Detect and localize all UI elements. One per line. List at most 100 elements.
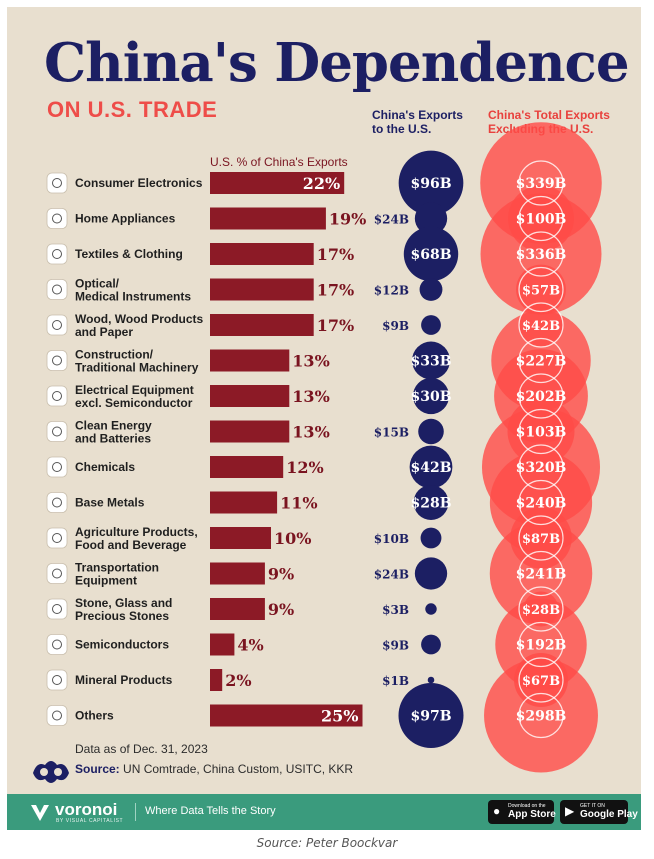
us-exports-circle	[427, 676, 435, 684]
tagline: Where Data Tells the Story	[145, 805, 276, 817]
sofa-icon-glyph	[52, 213, 62, 224]
total-label-ring	[518, 195, 564, 242]
us-exports-label: $68B	[410, 247, 451, 263]
google-play-label: Google Play	[580, 809, 638, 820]
total-exports-circle	[489, 522, 593, 625]
total-exports-label: $103B	[516, 425, 567, 441]
wheat-can-icon-glyph	[52, 533, 62, 543]
google-play-small-text: GET IT ON	[580, 803, 605, 809]
pct-label: 2%	[225, 671, 251, 690]
category-label-line: Base Metals	[75, 496, 145, 510]
crane-icon	[46, 350, 68, 371]
tv-icon-glyph	[52, 178, 62, 188]
us-exports-label: $15B	[374, 426, 409, 440]
category-label-line: Equipment	[75, 574, 137, 588]
atom-icon-glyph	[52, 462, 62, 472]
total-exports-label: $339B	[516, 176, 567, 192]
category-label: Chemicals	[75, 460, 135, 474]
us-exports-circle	[403, 226, 459, 282]
us-exports-circle	[398, 682, 464, 749]
pct-label: 11%	[280, 494, 317, 513]
pct-label: 12%	[286, 458, 323, 477]
total-exports-label: $42B	[522, 319, 560, 334]
total-exports-circle	[516, 264, 566, 315]
pct-label: 17%	[317, 281, 354, 300]
category-label-line: Home Appliances	[75, 212, 176, 226]
total-exports-label: $28B	[522, 603, 560, 618]
category-label-line: Chemicals	[75, 460, 135, 474]
total-exports-label: $87B	[522, 532, 560, 547]
us-exports-label: $9B	[382, 639, 409, 653]
app-store-button[interactable]: ● Download on the App Store	[488, 800, 556, 824]
total-exports-label: $100B	[516, 212, 567, 228]
logs-icon-glyph	[52, 320, 62, 330]
total-label-ring	[518, 302, 564, 348]
category-label-line: Traditional Machinery	[75, 361, 199, 375]
pct-label: 25%	[321, 707, 358, 726]
total-exports-label: $67B	[522, 674, 560, 689]
category-label: Stone, Glass and Precious Stones	[75, 596, 172, 623]
voronoi-brand[interactable]: voronoi	[55, 800, 118, 819]
pct-bar	[210, 562, 265, 585]
window-icon	[46, 598, 68, 620]
us-exports-label: $9B	[382, 319, 409, 333]
pct-bar	[210, 385, 290, 407]
us-exports-label: $24B	[374, 568, 409, 582]
category-label-line: Construction/	[75, 348, 154, 362]
total-exports-label: $240B	[516, 496, 567, 512]
app-store-label: App Store	[508, 809, 556, 820]
battery-icon-glyph	[52, 426, 62, 437]
us-exports-circle	[413, 485, 449, 520]
us-exports-label: $42B	[410, 460, 451, 476]
total-label-ring	[518, 586, 564, 632]
pct-bar	[210, 207, 326, 230]
category-label: Electrical Equipment excl. Semiconductor	[75, 383, 194, 410]
category-label: Textiles & Clothing	[75, 247, 183, 261]
logs-icon	[46, 314, 68, 336]
pct-label: 19%	[329, 210, 366, 229]
category-label-line: Consumer Electronics	[75, 176, 203, 190]
category-label-line: Transportation	[75, 561, 159, 575]
page-subtitle: ON U.S. TRADE	[47, 97, 218, 122]
pct-bar	[210, 278, 314, 301]
total-exports-label: $298B	[516, 709, 567, 725]
circuit-icon-glyph	[52, 391, 62, 401]
us-exports-label: $3B	[382, 603, 409, 617]
total-exports-circles	[480, 122, 602, 773]
category-label: Consumer Electronics	[75, 176, 203, 190]
pct-label: 13%	[292, 423, 329, 442]
pct-label: 22%	[303, 174, 340, 193]
us-exports-label: $12B	[374, 284, 409, 298]
us-exports-circle	[412, 377, 450, 415]
us-exports-label: $28B	[410, 496, 451, 512]
google-play-button[interactable]: ▶ GET IT ON Google Play	[560, 800, 638, 824]
category-label-line: Semiconductors	[75, 638, 169, 652]
total-label-ring	[518, 692, 564, 739]
us-exports-circle	[414, 557, 448, 590]
us-exports-circle	[419, 278, 443, 301]
us-exports-label: $97B	[410, 709, 451, 725]
category-label: Construction/Traditional Machinery	[75, 348, 199, 375]
total-label-ring	[518, 231, 564, 277]
total-header-line-1: China's Total Exports	[488, 108, 610, 122]
pct-label: 13%	[292, 387, 329, 406]
category-label-line: Electrical Equipment	[75, 383, 194, 397]
us-exports-circle	[398, 150, 464, 216]
pct-label: 9%	[268, 600, 294, 619]
category-label-line: Optical/	[75, 277, 120, 291]
category-label: Base Metals	[75, 496, 145, 510]
pct-bar	[210, 243, 314, 265]
category-rows: Consumer Electronics 22% $96B $339B Home App…	[46, 160, 567, 739]
category-label: Semiconductors	[75, 638, 169, 652]
pct-bar	[210, 598, 265, 620]
infographic-poster: China's Dependence ON U.S. TRADE China's…	[7, 7, 641, 830]
us-exports-circle	[412, 341, 450, 380]
exports-header-line-2: to the U.S.	[372, 122, 432, 136]
us-exports-label: $1B	[382, 674, 409, 688]
us-exports-circle	[425, 603, 437, 615]
atom-icon	[46, 456, 68, 478]
pct-bar	[210, 633, 235, 656]
pct-bar	[210, 314, 314, 336]
total-label-ring	[518, 337, 564, 384]
pct-bar	[210, 491, 278, 514]
